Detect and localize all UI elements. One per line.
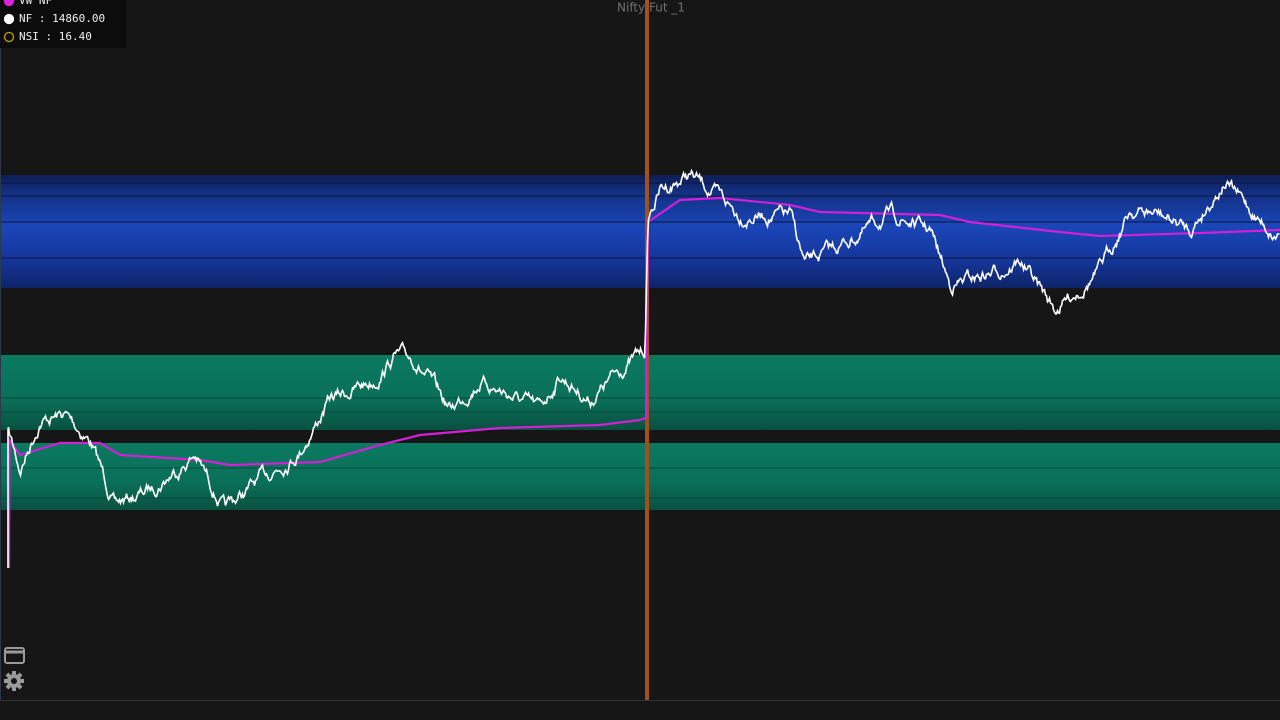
legend-swatch <box>3 31 15 43</box>
legend-swatch <box>3 0 15 7</box>
legend-label: NSI : 16.40 <box>19 30 92 43</box>
chart-title: Nifty Fut _1 <box>617 1 685 15</box>
vwap-line <box>7 196 1280 569</box>
window-button[interactable] <box>4 647 25 664</box>
legend-swatch <box>3 13 15 25</box>
zone-stripes <box>0 182 1280 259</box>
volume-zone <box>0 355 1280 430</box>
volume-zone <box>0 443 1280 510</box>
legend: VW NF NF : 14860.00 NSI : 16.40 <box>0 0 126 48</box>
window-icon[interactable] <box>4 647 25 664</box>
gear-hole <box>11 678 17 684</box>
zone-stripes <box>0 397 1280 499</box>
volume-zone <box>0 175 1280 288</box>
price-line <box>7 168 1280 568</box>
legend-box <box>0 0 126 48</box>
legend-label: VW NF <box>19 0 52 7</box>
legend-label: NF : 14860.00 <box>19 12 105 25</box>
settings-button[interactable] <box>4 671 24 691</box>
